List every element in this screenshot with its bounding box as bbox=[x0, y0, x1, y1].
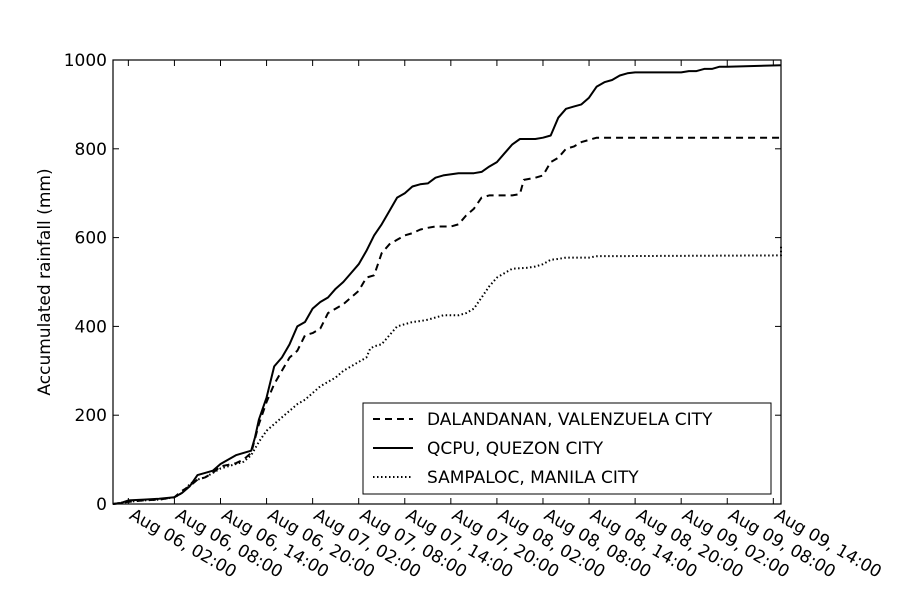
legend-label-3: SAMPALOC, MANILA CITY bbox=[427, 468, 639, 488]
plot-frame bbox=[112, 59, 782, 505]
legend-label-2: QCPU, QUEZON CITY bbox=[427, 439, 604, 459]
legend-box bbox=[362, 402, 772, 495]
y-tick-label: 200 bbox=[75, 406, 107, 426]
legend-label-1: DALANDANAN, VALENZUELA CITY bbox=[427, 410, 713, 430]
legend: DALANDANAN, VALENZUELA CITY QCPU, QUEZON … bbox=[362, 402, 772, 495]
series-layer bbox=[112, 64, 782, 505]
y-tick-label: 800 bbox=[75, 140, 107, 160]
y-tick-label: 600 bbox=[75, 229, 107, 249]
y-axis-label: Accumulated rainfall (mm) bbox=[35, 168, 55, 395]
y-tick-label: 0 bbox=[96, 495, 107, 515]
y-tick-label: 1000 bbox=[64, 51, 107, 71]
series-line-3 bbox=[112, 246, 782, 505]
y-tick-label: 400 bbox=[75, 317, 107, 337]
ticks-layer bbox=[113, 59, 781, 505]
series-line-2 bbox=[112, 64, 782, 505]
